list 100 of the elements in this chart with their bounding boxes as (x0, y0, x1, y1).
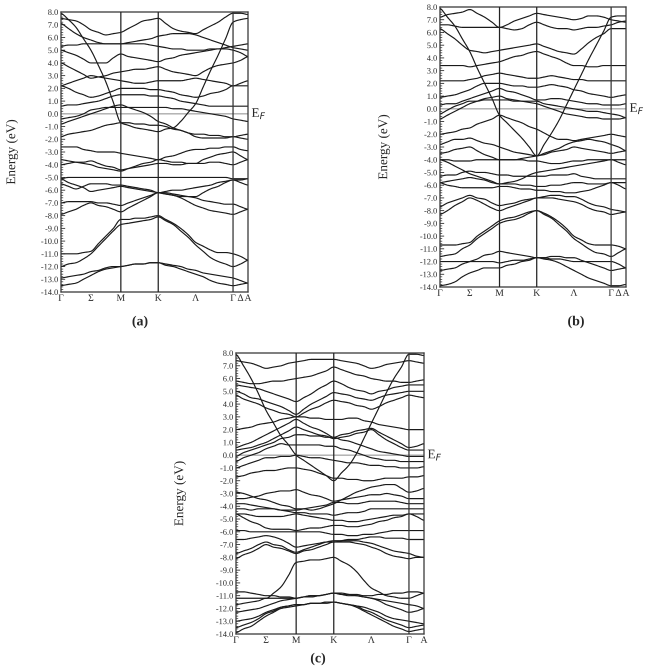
y-tick-label: 7.0 (427, 17, 437, 23)
y-tick-label: -14.0 (216, 631, 233, 638)
y-axis-title: Energy (eV) (6, 120, 18, 184)
y-tick-label: -7.0 (45, 200, 58, 206)
x-tick-label: M (292, 636, 300, 643)
y-tick-label: -8.0 (220, 554, 233, 560)
x-tick-label: Δ (616, 289, 622, 296)
y-tick-label: 6.0 (223, 376, 233, 382)
x-tick-label: Γ (233, 636, 238, 643)
y-tick-label: -10.0 (420, 233, 437, 240)
x-tick-label: Γ (58, 294, 64, 301)
x-tick-label: M (495, 289, 504, 296)
x-tick-label: Γ (437, 289, 442, 296)
y-tick-label: -12.0 (420, 258, 437, 265)
x-tick-label: Γ (406, 636, 412, 643)
y-tick-label: 5.0 (48, 48, 58, 54)
x-tick-label: Δ (238, 294, 244, 301)
y-tick-label: 5.0 (427, 42, 437, 48)
y-tick-label: -6.0 (424, 182, 437, 188)
y-tick-label: -4.0 (220, 504, 233, 510)
y-tick-label: 2.0 (223, 426, 233, 433)
y-tick-label: 8.0 (223, 350, 233, 356)
y-tick-label: 5.0 (223, 388, 233, 394)
y-tick-label: 7.0 (223, 363, 233, 369)
y-axis-title: Energy (eV) (174, 461, 186, 526)
y-tick-label: -11.0 (420, 246, 437, 252)
y-tick-label: -9.0 (424, 220, 437, 226)
y-tick-label: 1.0 (48, 98, 58, 104)
y-tick-label: -3.0 (220, 490, 233, 497)
y-tick-label: -2.0 (220, 478, 233, 484)
y-tick-label: -11.0 (216, 593, 233, 599)
x-tick-label: A (420, 636, 428, 643)
y-tick-label: -5.0 (220, 516, 233, 522)
y-tick-label: 2.0 (427, 80, 437, 86)
y-tick-label: -11.0 (41, 251, 58, 257)
y-tick-label: -13.0 (420, 272, 437, 278)
ref-line-label: E$_{F}$ (630, 103, 644, 114)
x-tick-label: Σ (264, 636, 268, 643)
y-tick-label: -1.0 (45, 124, 58, 130)
y-tick-label: 4.0 (48, 60, 58, 66)
y-tick-label: -12.0 (216, 606, 233, 612)
ref-line-label: E$_{F}$ (428, 450, 442, 460)
y-tick-label: 6.0 (48, 34, 58, 40)
y-tick-label: -2.0 (45, 136, 58, 142)
text: (b) (568, 316, 584, 328)
y-tick-label: 4.0 (426, 55, 437, 61)
y-tick-label: -10.0 (41, 238, 58, 244)
y-tick-label: 3.0 (427, 68, 437, 74)
y-tick-label: 2.0 (48, 86, 58, 92)
y-tick-label: -9.0 (45, 226, 58, 232)
ref-line-label: E$_{F}$ (252, 108, 266, 120)
y-tick-label: -4.0 (424, 157, 437, 163)
text: (a) (132, 316, 148, 328)
y-tick-label: -3.0 (424, 144, 437, 150)
y-tick-label: -5.0 (45, 174, 58, 180)
y-tick-label: 3.0 (48, 72, 58, 79)
y-tick-label: 3.0 (223, 414, 233, 420)
y-tick-label: -14.0 (420, 284, 437, 290)
x-tick-label: Σ (88, 294, 94, 301)
y-tick-label: -7.0 (424, 195, 437, 201)
x-tick-label: A (622, 289, 630, 296)
y-tick-label: -6.0 (220, 529, 233, 535)
y-tick-label: -4.0 (45, 162, 58, 168)
y-tick-label: -10.0 (216, 580, 233, 586)
y-tick-label: -2.0 (424, 132, 437, 138)
x-tick-label: Σ (467, 289, 472, 296)
y-tick-label: -13.0 (41, 276, 58, 282)
x-tick-label: Γ (230, 294, 236, 301)
y-tick-label: 0.0 (223, 452, 233, 458)
y-tick-label: -8.0 (45, 212, 58, 219)
x-tick-label: K (155, 294, 162, 301)
y-tick-label: -13.0 (216, 618, 233, 624)
x-tick-label: Λ (368, 636, 375, 643)
y-tick-label: -12.0 (41, 264, 58, 270)
x-tick-label: K (330, 636, 338, 643)
x-tick-label: Λ (192, 294, 200, 301)
y-axis-title: Energy (eV) (378, 114, 390, 180)
y-tick-label: 8.0 (427, 4, 437, 10)
y-tick-label: 0.0 (48, 111, 58, 117)
y-tick-label: 8.0 (48, 9, 58, 16)
y-tick-label: -1.0 (220, 465, 233, 471)
y-tick-label: -3.0 (45, 149, 58, 156)
y-tick-label: 0.0 (427, 106, 437, 112)
text: (c) (310, 652, 326, 666)
y-tick-label: 6.0 (427, 30, 437, 36)
y-tick-label: -1.0 (424, 118, 437, 125)
y-tick-label: 1.0 (224, 440, 233, 446)
x-tick-label: Γ (608, 289, 614, 296)
x-tick-label: A (244, 294, 252, 301)
y-tick-label: 4.0 (222, 401, 233, 408)
y-tick-label: 7.0 (48, 22, 58, 28)
y-tick-label: -9.0 (220, 567, 233, 574)
y-tick-label: 1.0 (428, 93, 437, 100)
x-tick-label: Λ (570, 289, 578, 296)
y-tick-label: -14.0 (41, 289, 58, 296)
y-tick-label: -6.0 (45, 188, 58, 194)
x-tick-label: K (533, 289, 540, 296)
y-tick-label: -5.0 (424, 170, 437, 176)
y-tick-label: -7.0 (220, 542, 233, 548)
x-tick-label: M (116, 294, 125, 301)
